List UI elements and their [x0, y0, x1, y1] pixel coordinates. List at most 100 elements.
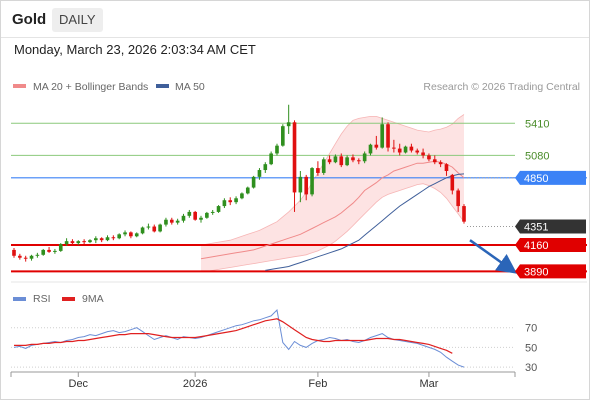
- candle: [269, 151, 273, 166]
- candle: [175, 218, 180, 225]
- candle: [41, 248, 46, 256]
- candle: [310, 167, 314, 197]
- candle: [397, 143, 402, 156]
- price-tag-text: 4351: [524, 221, 548, 233]
- level-label-5080: 5080: [525, 150, 549, 162]
- candle-body: [462, 206, 466, 222]
- legend-label-ma50: MA 50: [175, 81, 205, 93]
- candle: [23, 255, 28, 262]
- price-tag-bg: [515, 170, 586, 185]
- candle: [275, 143, 279, 156]
- x-tick-label: Mar: [419, 378, 438, 390]
- rsi-line: [13, 308, 465, 368]
- candle: [146, 223, 151, 230]
- candle-body: [310, 168, 314, 195]
- candle: [234, 196, 238, 205]
- candle: [257, 168, 262, 180]
- candle: [205, 211, 209, 219]
- candle-body: [169, 219, 174, 223]
- candle: [286, 104, 291, 134]
- candle: [53, 248, 57, 254]
- candle-body: [339, 156, 344, 166]
- candle-body: [286, 122, 291, 127]
- chart-datetime: Monday, March 23, 2026 2:03:34 AM CET: [14, 42, 256, 57]
- candle: [263, 162, 268, 173]
- timeframe-badge[interactable]: DAILY: [52, 8, 103, 32]
- candle-body: [53, 250, 57, 252]
- candle: [94, 236, 98, 244]
- candle-body: [158, 224, 162, 232]
- x-axis: Dec 2026 Feb Mar: [10, 371, 516, 390]
- legend-swatch-ma20: [13, 84, 26, 88]
- candle: [216, 205, 221, 213]
- rsi-ma-line: [14, 318, 453, 354]
- price-tag-text: 3890: [524, 266, 548, 278]
- candle: [345, 155, 349, 167]
- candle-body: [35, 254, 40, 256]
- candle: [304, 174, 309, 201]
- candle: [58, 243, 63, 252]
- candle-body: [216, 206, 221, 212]
- candle: [164, 217, 168, 227]
- candle: [64, 238, 69, 247]
- rsi-level-label-30: 30: [525, 362, 537, 374]
- ma20-line: [200, 160, 465, 260]
- price-tag-4160: 4160: [515, 238, 586, 253]
- projection-arrow: [469, 239, 518, 274]
- candle: [210, 209, 215, 215]
- x-tick-label: Feb: [308, 378, 327, 390]
- candle-body: [47, 249, 51, 252]
- candle: [105, 235, 110, 242]
- candle-body: [82, 241, 86, 243]
- candle-body: [292, 122, 297, 193]
- legend-swatch-9ma: [62, 297, 75, 301]
- candle-body: [193, 211, 197, 220]
- candle: [18, 253, 22, 260]
- candle: [409, 143, 414, 153]
- bollinger-bands: [200, 114, 465, 272]
- chart-credit: Research © 2026 Trading Central: [423, 81, 580, 93]
- candle-body: [386, 124, 390, 148]
- candle-body: [205, 212, 209, 218]
- candle-body: [275, 145, 279, 154]
- candle-body: [152, 226, 157, 232]
- price-tag-bg: [515, 219, 586, 234]
- candle-body: [99, 238, 104, 241]
- candle: [111, 235, 116, 241]
- candle: [193, 210, 197, 221]
- candle: [76, 240, 81, 246]
- candle-body: [392, 147, 396, 149]
- price-tag-4850: 4850: [515, 170, 586, 185]
- candle: [403, 145, 408, 154]
- legend-label-ma20: MA 20 + Bollinger Bands: [33, 81, 148, 93]
- candle: [228, 197, 233, 206]
- candle: [444, 163, 449, 176]
- price-tag-text: 4160: [524, 240, 548, 252]
- candle: [140, 226, 145, 235]
- candle-body: [187, 211, 192, 216]
- candle: [169, 217, 174, 225]
- moving-averages: [200, 160, 465, 271]
- candle-body: [316, 168, 320, 173]
- candle: [245, 186, 250, 195]
- candle-body: [450, 174, 455, 191]
- candle-body: [456, 190, 460, 207]
- candlesticks: [12, 104, 466, 262]
- candle: [421, 148, 425, 159]
- candle-body: [263, 164, 268, 171]
- price-axis-labels: 5410 5080 4850 4160 3890 4351: [515, 118, 586, 279]
- candle-body: [403, 146, 408, 153]
- chart-header: Gold DAILY: [1, 1, 589, 38]
- candle-body: [356, 160, 361, 162]
- candle: [374, 135, 379, 150]
- candle-body: [64, 241, 69, 245]
- candle-body: [368, 144, 373, 154]
- candle-body: [409, 146, 414, 151]
- candle-body: [304, 176, 309, 195]
- price-tag-bg: [515, 238, 586, 253]
- candle-body: [427, 155, 431, 160]
- candle: [456, 188, 460, 212]
- legend: MA 20 + Bollinger Bands MA 50 Research © 2…: [13, 81, 580, 93]
- candle-body: [140, 227, 145, 234]
